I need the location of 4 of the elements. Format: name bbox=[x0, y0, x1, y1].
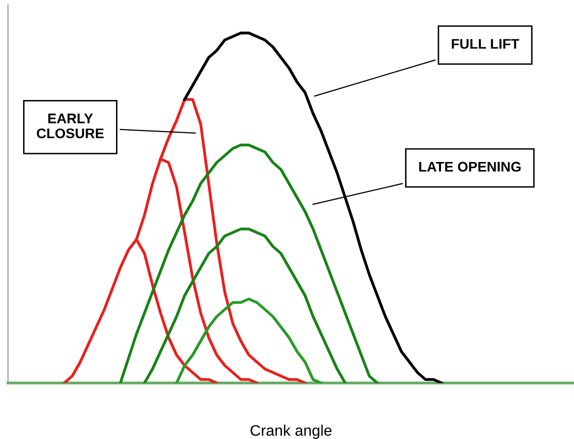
annotation: EARLY CLOSURE bbox=[36, 114, 104, 138]
annotation: FULL LIFT bbox=[452, 39, 520, 49]
annotation: LATE OPENING bbox=[419, 162, 521, 172]
x-axis-title: Crank angle bbox=[250, 424, 332, 439]
